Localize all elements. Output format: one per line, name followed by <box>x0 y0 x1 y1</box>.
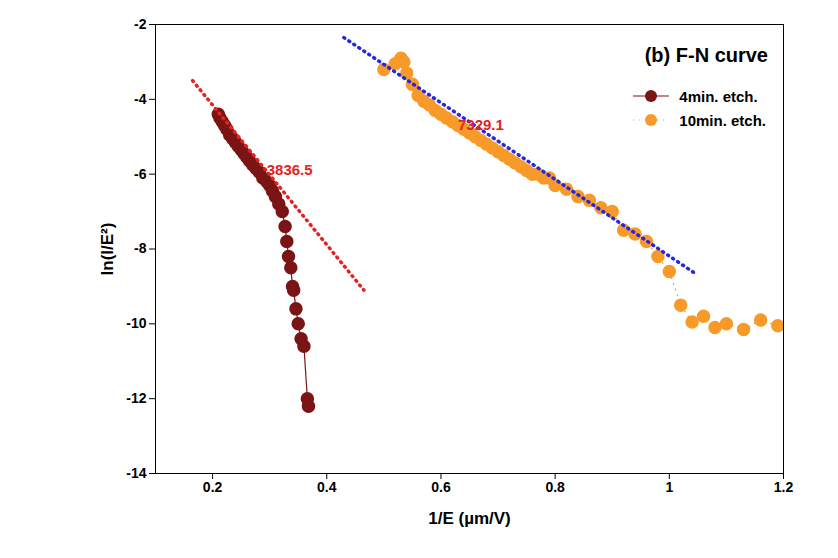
html-text:4min. etch.: 4min. etch. <box>679 87 758 105</box>
svg-text:0.6: 0.6 <box>431 479 451 495</box>
svg-text:1: 1 <box>665 479 673 495</box>
svg-text:-14: -14 <box>126 465 146 481</box>
svg-text:0.4: 0.4 <box>317 479 337 495</box>
svg-text:1/E (µm/V): 1/E (µm/V) <box>428 509 511 528</box>
html-text:10min. etch.: 10min. etch. <box>679 111 766 129</box>
svg-text:1.2: 1.2 <box>774 479 794 495</box>
html-text:(b) F-N curve: (b) F-N curve <box>644 44 768 66</box>
svg-text:-4: -4 <box>134 91 147 107</box>
svg-text:-6: -6 <box>134 166 147 182</box>
svg-text:3836.5: 3836.5 <box>267 161 313 178</box>
svg-text:0.8: 0.8 <box>545 479 565 495</box>
svg-text:-2: -2 <box>134 16 147 32</box>
svg-text:-8: -8 <box>134 240 147 256</box>
svg-text:-10: -10 <box>126 315 146 331</box>
svg-text:7329.1: 7329.1 <box>458 116 504 133</box>
svg-text:-12: -12 <box>126 390 146 406</box>
svg-text:0.2: 0.2 <box>203 479 223 495</box>
svg-text:ln(I/E²): ln(I/E²) <box>98 223 117 276</box>
